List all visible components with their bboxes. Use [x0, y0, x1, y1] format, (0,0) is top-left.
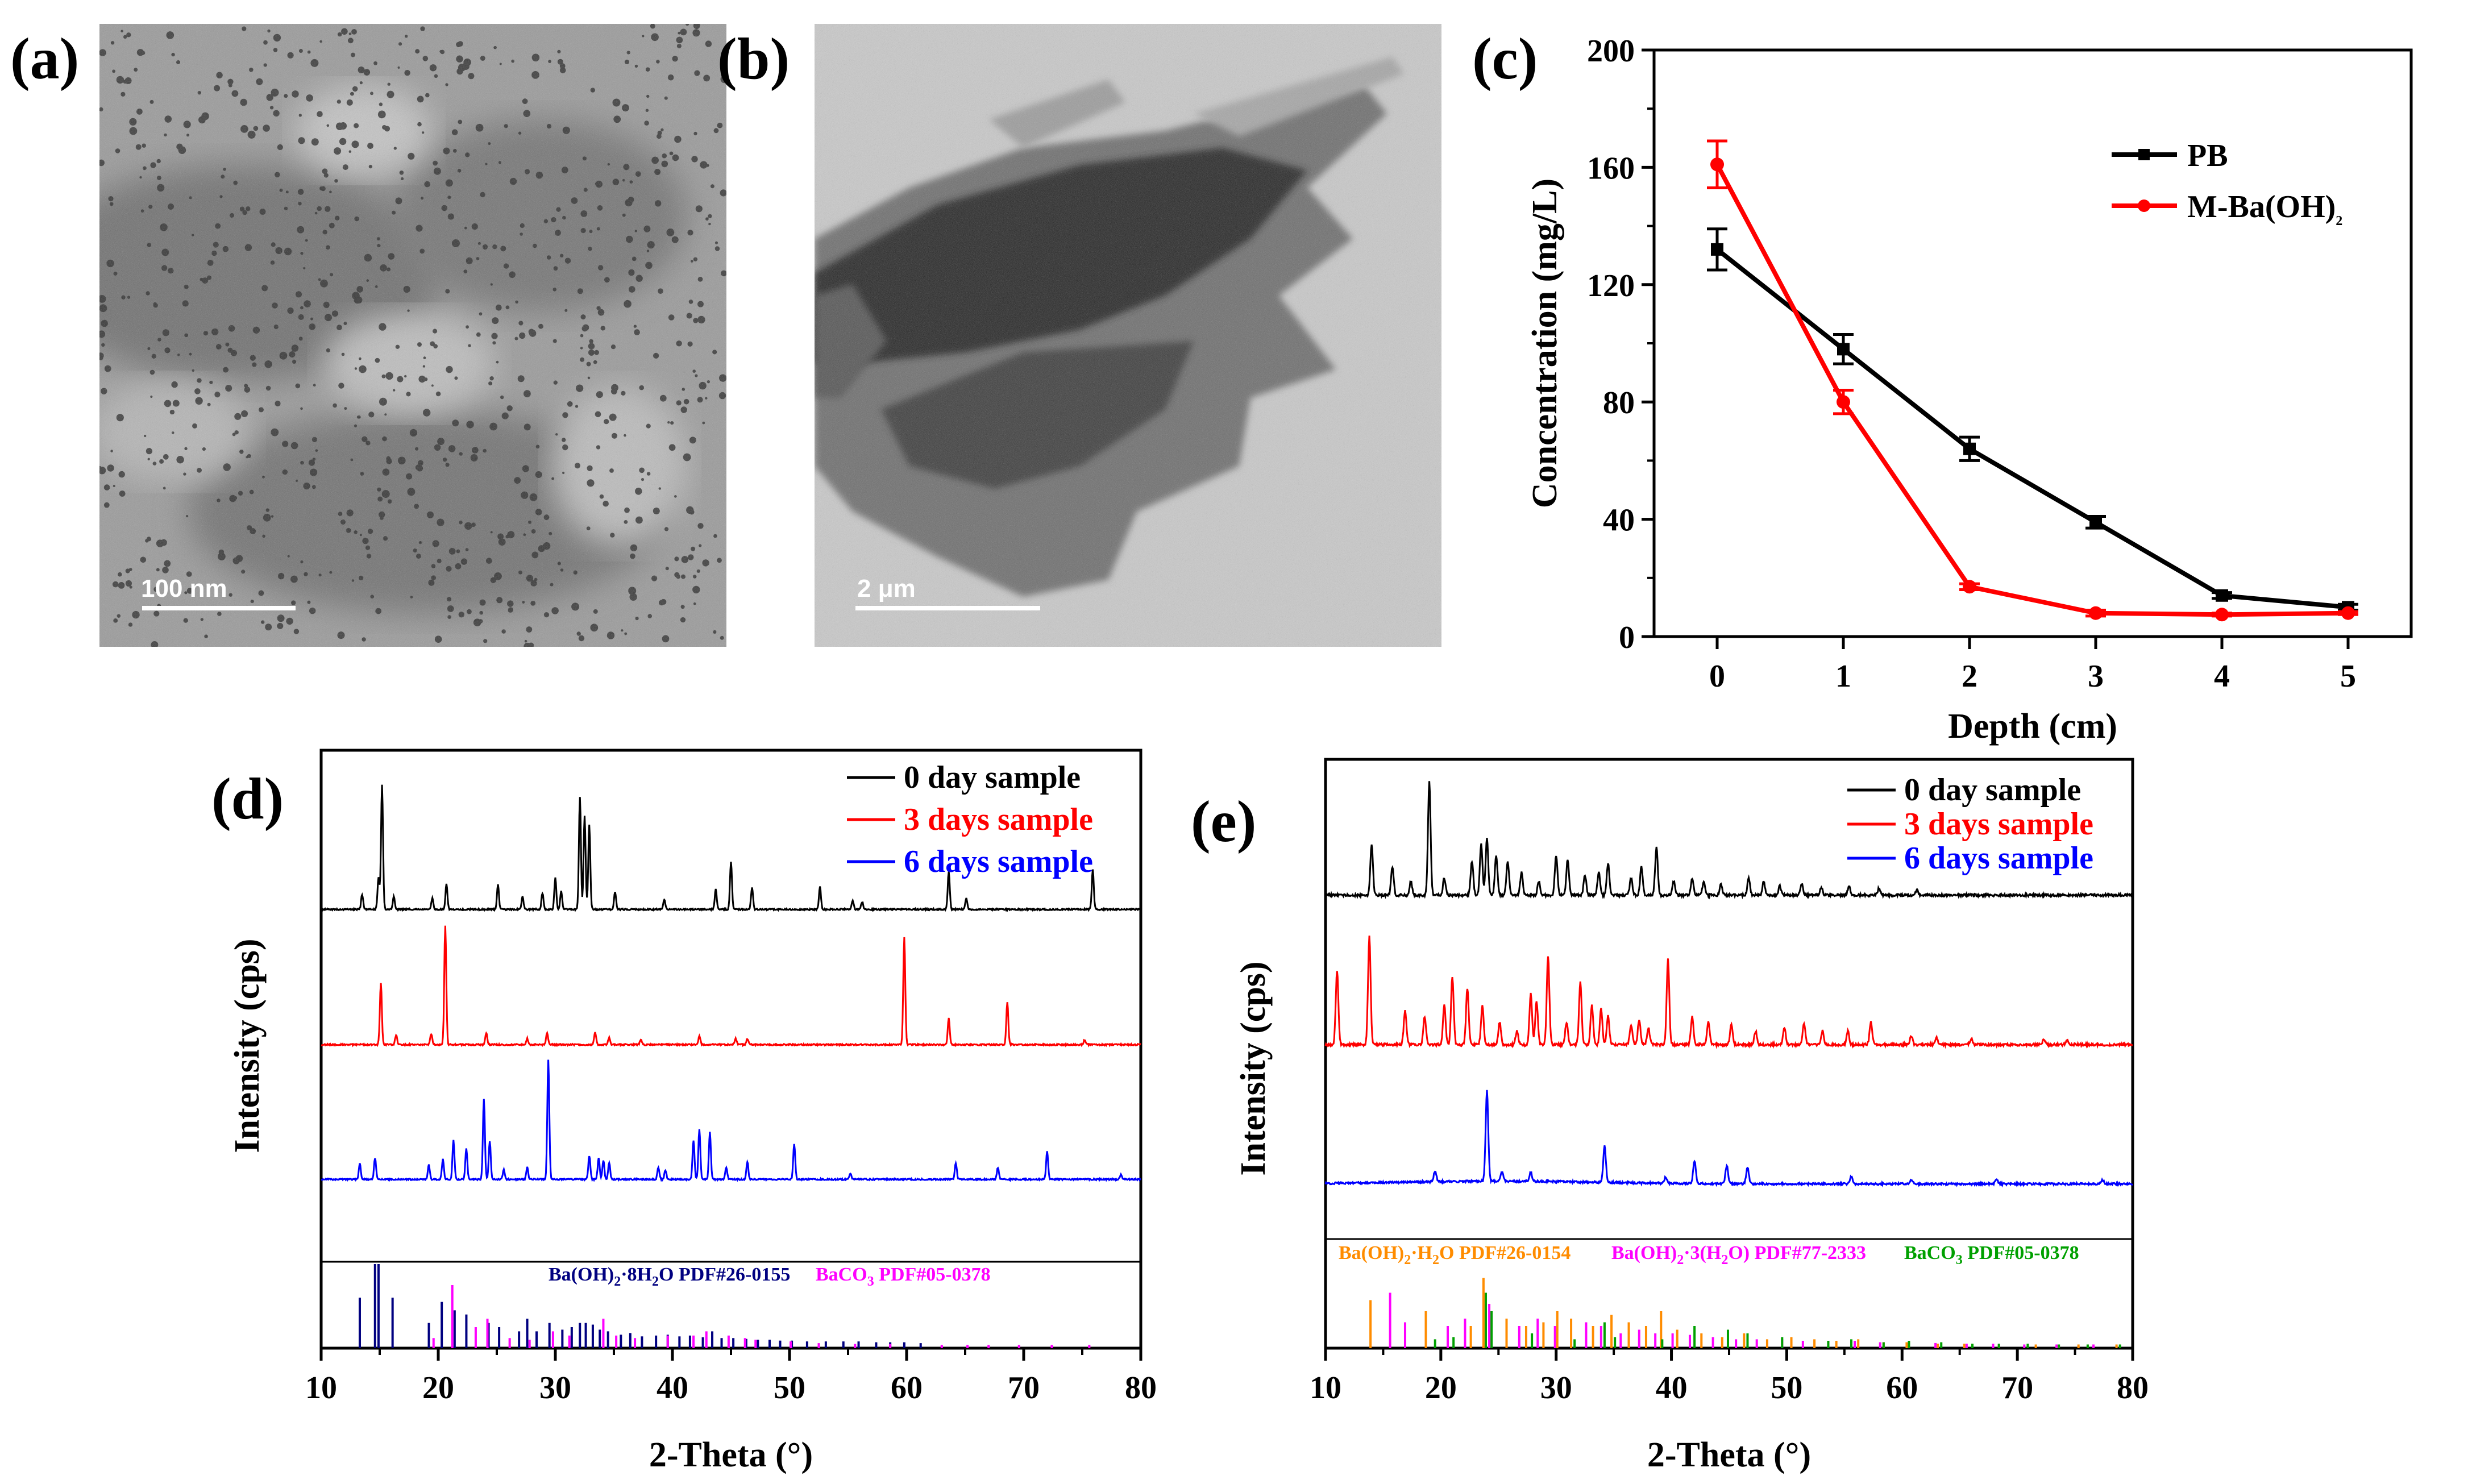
y-tick-label-c: 40	[1603, 503, 1635, 538]
tem-image-a: 100 nm	[99, 24, 726, 647]
legend-marker-pb	[2138, 149, 2150, 160]
legend-label-d-3days: 3 days sample	[904, 802, 1093, 837]
x-tick-label-e: 80	[2117, 1370, 2149, 1406]
x-tick-label-e: 10	[1310, 1370, 1341, 1406]
x-tick-label-c: 0	[1709, 659, 1725, 694]
x-axis-title-d: 2-Theta (°)	[649, 1436, 813, 1474]
x-tick-label-c: 3	[2088, 659, 2104, 694]
data-point-mbaoh2	[1837, 395, 1850, 409]
x-tick-label-e: 30	[1540, 1370, 1572, 1406]
xrd-pattern-e-2	[1324, 1090, 2134, 1188]
legend-label-d-0day: 0 day sample	[904, 760, 1081, 795]
y-tick-label-c: 0	[1619, 620, 1635, 655]
x-tick-label-c: 2	[1962, 659, 1977, 694]
xrd-pattern-e-0	[1324, 781, 2134, 900]
y-axis-title-e: Intensity (cps)	[1234, 961, 1273, 1175]
data-point-pb	[1837, 343, 1850, 356]
data-point-mbaoh2	[1710, 157, 1724, 172]
x-tick-label-d: 50	[774, 1370, 805, 1406]
legend-e: 0 day sample 3 days sample 6 days sample	[1847, 772, 2093, 876]
chart-d: (d) 10 20 30 40 50 60 70 80 2-Theta (°) Intensi…	[211, 749, 1157, 1474]
x-tick-label-e: 20	[1425, 1370, 1457, 1406]
xrd-pattern-d-2	[321, 1059, 1141, 1182]
x-tick-label-e: 40	[1656, 1370, 1688, 1406]
reference-label-e-baoh2-3h2o: Ba(OH)2·3(H2O) PDF#77-2333	[1611, 1242, 1866, 1267]
y-axis-title-d: Intensity (cps)	[228, 938, 267, 1153]
y-tick-label-c: 80	[1603, 385, 1635, 421]
legend-label-e-6days: 6 days sample	[1904, 841, 2093, 876]
legend-label-e-3days: 3 days sample	[1904, 807, 2093, 842]
x-tick-label-d: 60	[891, 1370, 923, 1406]
data-point-mbaoh2	[2341, 606, 2355, 620]
panel-e-label: (e)	[1191, 789, 1256, 854]
series-line-mbaoh2	[1715, 163, 2349, 617]
x-tick-label-c: 1	[1835, 659, 1851, 694]
data-point-mbaoh2	[2215, 608, 2229, 622]
series-line-pb	[1715, 247, 2349, 610]
data-point-mbaoh2	[2089, 606, 2103, 620]
panel-b-label: (b)	[717, 26, 790, 92]
y-axis-title-c: Concentration (mg/L)	[1526, 178, 1564, 508]
x-tick-label-d: 30	[539, 1370, 571, 1406]
reference-label-d-baoh2-8h2o: Ba(OH)2·8H2O PDF#26-0155	[549, 1264, 790, 1289]
reference-label-d-baco3: BaCO3 PDF#05-0378	[816, 1264, 991, 1289]
x-tick-label-d: 20	[422, 1370, 454, 1406]
plot-frame-c	[1652, 48, 2413, 638]
legend-label-pb: PB	[2187, 138, 2228, 173]
scale-bar-a-label: 100 nm	[141, 575, 227, 602]
chart-c: (c) 0 1 2 3 4 5 0 40 80 120 160 200 Depth (cm) Conc…	[1472, 26, 2413, 746]
xrd-pattern-d-0	[320, 784, 1141, 912]
x-tick-label-d: 80	[1125, 1370, 1157, 1406]
x-tick-label-d: 70	[1008, 1370, 1040, 1406]
reference-label-e-baco3: BaCO3 PDF#05-0378	[1904, 1242, 2079, 1267]
x-tick-label-c: 5	[2340, 659, 2356, 694]
x-tick-label-c: 4	[2214, 659, 2230, 694]
xrd-pattern-d-1	[321, 925, 1141, 1047]
plot-frame-d	[319, 749, 1142, 1350]
x-tick-label-d: 40	[657, 1370, 688, 1406]
data-point-mbaoh2	[1963, 580, 1976, 594]
y-tick-label-c: 200	[1587, 34, 1635, 69]
legend-label-mbaoh2: M-Ba(OH)2	[2187, 189, 2342, 228]
panel-a: (a) 100 nm	[10, 24, 726, 647]
legend-d: 0 day sample 3 days sample 6 days sample	[847, 760, 1093, 879]
y-tick-label-c: 160	[1587, 151, 1635, 186]
scale-bar-b-label: 2 μm	[857, 575, 916, 602]
reference-label-e-baoh2-h2o: Ba(OH)2·H2O PDF#26-0154	[1339, 1242, 1571, 1267]
x-tick-label-e: 50	[1771, 1370, 1802, 1406]
data-point-pb	[2216, 589, 2228, 602]
legend-c: PB M-Ba(OH)2	[2112, 138, 2342, 228]
x-tick-label-d: 10	[305, 1370, 337, 1406]
legend-label-d-6days: 6 days sample	[904, 844, 1093, 879]
data-point-pb	[1711, 243, 1723, 256]
chart-e: (e) 10 20 30 40 50 60 70 80 2-Theta (°) Intensi…	[1191, 758, 2149, 1474]
panel-d-label: (d)	[211, 766, 284, 832]
tem-image-b: 2 μm	[815, 24, 1441, 647]
x-tick-label-e: 60	[1886, 1370, 1918, 1406]
panel-a-label: (a)	[10, 26, 79, 92]
data-point-pb	[2089, 516, 2102, 529]
legend-label-e-0day: 0 day sample	[1904, 772, 2081, 808]
x-tick-label-e: 70	[2001, 1370, 2033, 1406]
panel-b: (b) 2 μm	[717, 24, 1441, 647]
legend-marker-mbaoh2	[2138, 199, 2150, 212]
x-axis-title-c: Depth (cm)	[1948, 707, 2117, 746]
x-axis-title-e: 2-Theta (°)	[1647, 1436, 1811, 1474]
panel-c-label: (c)	[1472, 26, 1538, 92]
xrd-pattern-e-1	[1324, 936, 2133, 1049]
y-tick-label-c: 120	[1587, 268, 1635, 304]
data-point-pb	[1963, 442, 1976, 455]
